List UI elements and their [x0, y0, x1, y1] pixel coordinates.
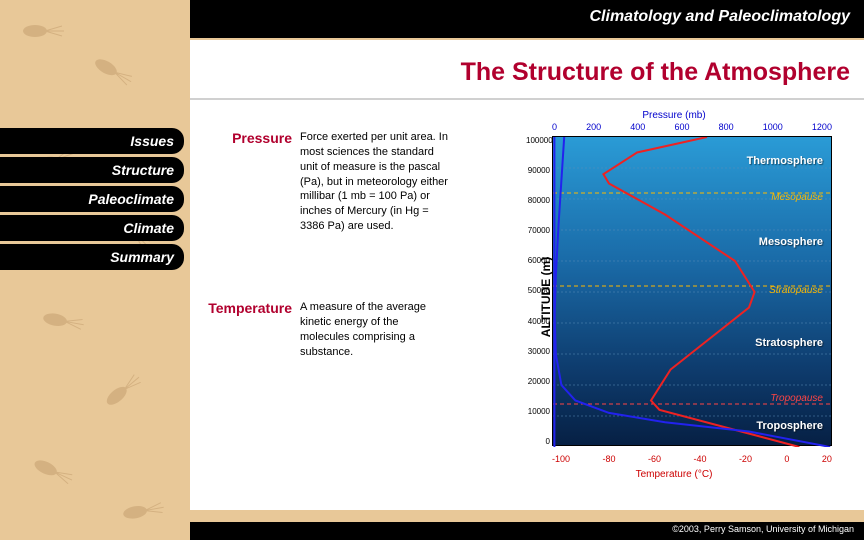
chart-top-axis-label: Pressure (mb): [642, 110, 705, 121]
bot-tick: -80: [602, 454, 615, 464]
term-temperature: Temperature: [190, 300, 300, 316]
plot-area: Thermosphere Mesopause Mesosphere Strato…: [552, 136, 832, 446]
y-tick: 30000: [526, 347, 550, 356]
y-tick: 40000: [526, 317, 550, 326]
y-tick: 90000: [526, 166, 550, 175]
y-tick: 0: [526, 437, 550, 446]
footer-bar: ©2003, Perry Samson, University of Michi…: [190, 522, 864, 540]
y-tick: 50000: [526, 286, 550, 295]
page-title: The Structure of the Atmosphere: [190, 40, 864, 87]
pause-mesopause: Mesopause: [771, 192, 823, 203]
sidebar-item-climate[interactable]: Climate: [0, 215, 184, 241]
layer-mesosphere: Mesosphere: [759, 236, 823, 248]
layer-thermosphere: Thermosphere: [747, 155, 823, 167]
bot-tick: -40: [693, 454, 706, 464]
bot-tick: 20: [822, 454, 832, 464]
bot-tick: -20: [739, 454, 752, 464]
y-tick: 70000: [526, 226, 550, 235]
chart-top-ticks: 0 200 400 600 800 1000 1200: [552, 122, 832, 132]
sidebar-item-paleoclimate[interactable]: Paleoclimate: [0, 186, 184, 212]
sidebar-item-issues[interactable]: Issues: [0, 128, 184, 154]
top-tick: 1000: [763, 122, 783, 132]
top-tick: 600: [674, 122, 689, 132]
top-tick: 800: [719, 122, 734, 132]
chart-bottom-axis-label: Temperature (°C): [636, 469, 713, 480]
pause-stratopause: Stratopause: [769, 285, 823, 296]
header-bar: Climatology and Paleoclimatology: [190, 0, 864, 38]
definition-pressure: Pressure Force exerted per unit area. In…: [190, 130, 450, 234]
top-tick: 1200: [812, 122, 832, 132]
bot-tick: 0: [784, 454, 789, 464]
title-area: The Structure of the Atmosphere: [190, 40, 864, 100]
definition-temperature: Temperature A measure of the average kin…: [190, 300, 450, 359]
bot-tick: -60: [648, 454, 661, 464]
content-area: Pressure Force exerted per unit area. In…: [190, 100, 864, 510]
sidebar-item-summary[interactable]: Summary: [0, 244, 184, 270]
y-tick: 60000: [526, 256, 550, 265]
chart-y-ticks: 0 10000 20000 30000 40000 50000 60000 70…: [526, 136, 550, 446]
footer-text: ©2003, Perry Samson, University of Michi…: [672, 524, 854, 534]
top-tick: 400: [630, 122, 645, 132]
header-title: Climatology and Paleoclimatology: [190, 0, 864, 26]
chart-bottom-ticks: -100 -80 -60 -40 -20 0 20: [552, 454, 832, 464]
layer-troposphere: Troposphere: [756, 420, 823, 432]
layer-stratosphere: Stratosphere: [755, 337, 823, 349]
y-tick: 80000: [526, 196, 550, 205]
sidebar-item-structure[interactable]: Structure: [0, 157, 184, 183]
y-tick: 100000: [526, 136, 550, 145]
y-tick: 20000: [526, 377, 550, 386]
text-temperature: A measure of the average kinetic energy …: [300, 300, 450, 359]
pause-tropopause: Tropopause: [770, 393, 823, 404]
atmosphere-chart: Pressure (mb) 0 200 400 600 800 1000 120…: [504, 112, 844, 482]
y-tick: 10000: [526, 407, 550, 416]
top-tick: 200: [586, 122, 601, 132]
text-pressure: Force exerted per unit area. In most sci…: [300, 130, 450, 234]
bot-tick: -100: [552, 454, 570, 464]
term-pressure: Pressure: [190, 130, 300, 146]
top-tick: 0: [552, 122, 557, 132]
sidebar: Issues Structure Paleoclimate Climate Su…: [0, 125, 190, 273]
